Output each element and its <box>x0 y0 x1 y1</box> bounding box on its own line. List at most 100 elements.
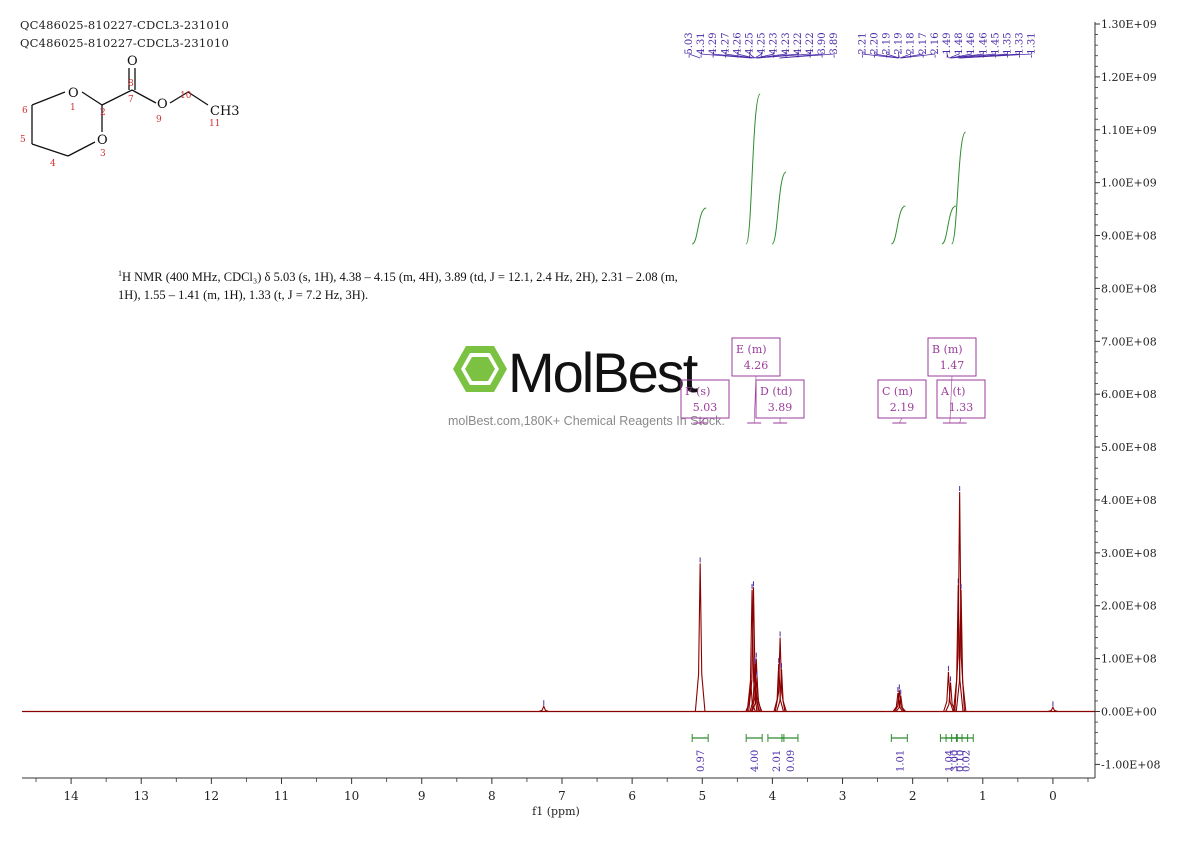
y-tick-label: 9.00E+08 <box>1101 230 1157 243</box>
y-tick-label: 1.00E+08 <box>1101 653 1157 666</box>
peak-label: -2.20 <box>869 32 880 58</box>
multiplet-id-b: B (m) <box>932 343 963 356</box>
description-text: H NMR (400 MHz, CDCl₃) δ 5.03 (s, 1H), 4… <box>118 270 678 303</box>
spectrum-peak <box>773 663 785 712</box>
peak-label: -1.35 <box>1003 32 1014 58</box>
peak-label-leader <box>951 52 996 59</box>
bond-10-11 <box>187 91 209 106</box>
bond-1-2 <box>81 91 103 106</box>
x-tick-label: 0 <box>1049 789 1057 803</box>
integration-marks: 0.97 4.00 2.01 0.09 1.01 1.043.000.100.02 <box>691 734 974 772</box>
peak-label-leader <box>754 52 762 59</box>
integral-value: 0.10 <box>956 750 967 772</box>
bond-4-5 <box>31 143 69 157</box>
num-11: 11 <box>209 119 220 129</box>
integral-value: 3.00 <box>950 750 961 772</box>
peak-label: -4.25 <box>757 32 768 58</box>
peak-label-leader <box>886 52 900 59</box>
peak-label-leader <box>780 52 835 59</box>
x-tick-label: 5 <box>698 789 706 803</box>
peak-label: -2.16 <box>930 32 941 58</box>
multiplet-shift-a: 1.33 <box>949 401 974 414</box>
bond-2-7 <box>101 89 133 106</box>
multiplet-shift-d: 3.89 <box>768 401 793 414</box>
x-tick-label: 3 <box>839 789 847 803</box>
num-7: 7 <box>128 95 134 105</box>
x-tick-label: 11 <box>274 789 289 803</box>
multiplet-shift-f: 5.03 <box>693 401 718 414</box>
peak-label-leader <box>874 52 899 59</box>
integral-value: 4.00 <box>750 750 761 772</box>
spectrum-peak <box>694 563 706 712</box>
nmr-description: 1H NMR (400 MHz, CDCl₃) δ 5.03 (s, 1H), … <box>118 265 678 304</box>
atom-o9: O <box>157 97 168 112</box>
spectrum-peak <box>955 589 967 712</box>
integral-value: 2.01 <box>772 750 783 772</box>
y-tick-label: 1.20E+09 <box>1101 71 1157 84</box>
molecule-structure: O O O O CH3 1 2 3 4 5 6 7 8 9 10 11 <box>20 54 240 169</box>
x-tick-label: 8 <box>488 789 496 803</box>
atom-o1: O <box>68 86 79 101</box>
peak-label: -4.22 <box>793 32 804 58</box>
peak-label: -3.90 <box>817 32 828 58</box>
spectrum-peak <box>1047 706 1058 713</box>
num-5: 5 <box>20 135 26 145</box>
y-tick-label: 2.00E+08 <box>1101 600 1157 613</box>
bond-9-10 <box>169 91 189 104</box>
bond-6-1 <box>31 91 66 106</box>
y-tick-label: 1.10E+09 <box>1101 124 1157 137</box>
y-tick-label: 8.00E+08 <box>1101 282 1157 295</box>
peak-label: -1.45 <box>990 32 1001 58</box>
multiplet-shift-e: 4.26 <box>744 359 769 372</box>
multiplet-id-e: E (m) <box>736 343 767 356</box>
peak-label: -1.49 <box>942 32 953 58</box>
num-4: 4 <box>50 159 56 169</box>
integral-curve <box>941 205 957 245</box>
peak-label: -1.33 <box>1015 32 1026 58</box>
spectrum-peak <box>776 669 787 712</box>
atom-o8: O <box>127 54 138 69</box>
integral-curve <box>745 93 761 245</box>
atom-o3: O <box>97 133 108 148</box>
y-tick-label: 3.00E+08 <box>1101 547 1157 560</box>
x-axis-label: f1 (ppm) <box>532 805 580 818</box>
peak-label-leader <box>901 52 936 59</box>
peak-labels: -5.03 -4.31 -4.29 -4.27 -4.26 -4.25 -4.25 -4.23… <box>684 32 1038 59</box>
peak-label: -1.48 <box>954 32 965 58</box>
peak-label: -4.25 <box>745 32 756 58</box>
multiplet-boxes: F (s) 5.03 E (m) 4.26 D (td) 3.89 C (m) 2.19 B (… <box>680 337 986 424</box>
multiplet-leader <box>959 417 962 424</box>
peak-label-leader <box>749 52 756 59</box>
atom-ch3: CH3 <box>210 104 240 119</box>
peak-label: -2.17 <box>918 32 929 58</box>
peak-label-leader <box>946 52 949 59</box>
peak-label-leader <box>712 52 753 59</box>
y-tick-label: 6.00E+08 <box>1101 388 1157 401</box>
y-tick-label: 7.00E+08 <box>1101 335 1157 348</box>
peak-label-leader <box>700 52 751 59</box>
bond-7-9 <box>131 89 157 104</box>
peak-label-leader <box>688 52 701 59</box>
spectrum-peak <box>751 677 763 712</box>
spectrum-peak <box>943 671 954 712</box>
y-tick-label: 4.00E+08 <box>1101 494 1157 507</box>
watermark-tagline: molBest.com,180K+ Chemical Reagents In S… <box>448 414 725 428</box>
num-8: 8 <box>128 79 134 89</box>
integral-value: 0.02 <box>961 750 972 772</box>
peak-label-leader <box>737 52 755 59</box>
x-tick-label: 12 <box>204 789 219 803</box>
y-tick-label: 1.30E+09 <box>1101 18 1157 31</box>
x-tick-label: 9 <box>418 789 426 803</box>
peak-label: -4.26 <box>732 32 743 58</box>
integral-value: 0.09 <box>786 750 797 772</box>
peak-label: -2.19 <box>894 32 905 58</box>
peak-label-leader <box>756 52 811 59</box>
x-tick-label: 4 <box>769 789 777 803</box>
y-tick-label: 5.00E+08 <box>1101 441 1157 454</box>
num-3: 3 <box>100 149 106 159</box>
peak-label: -4.22 <box>805 32 816 58</box>
x-tick-label: 1 <box>979 789 987 803</box>
spectrum-peak <box>895 695 906 712</box>
spectrum-peak <box>945 682 956 712</box>
num-2: 2 <box>100 108 106 118</box>
